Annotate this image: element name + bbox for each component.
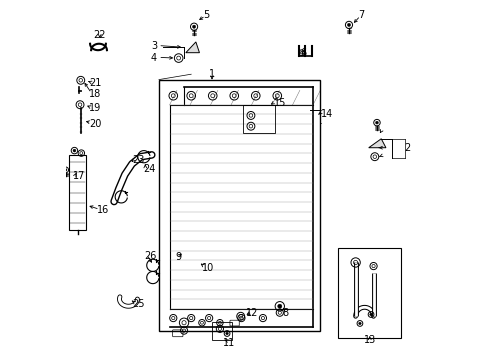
Polygon shape [186, 42, 199, 53]
Bar [212, 321, 232, 339]
Text: 16: 16 [97, 206, 109, 216]
Text: 1: 1 [209, 69, 215, 79]
Text: 17: 17 [73, 171, 85, 181]
Text: 26: 26 [144, 251, 156, 261]
Bar [69, 155, 87, 230]
Bar [243, 105, 275, 134]
Text: 21: 21 [89, 78, 101, 88]
Text: 6: 6 [300, 48, 307, 58]
Text: 2: 2 [405, 143, 411, 153]
Text: 10: 10 [202, 263, 214, 273]
Circle shape [193, 25, 196, 28]
Text: 18: 18 [89, 89, 101, 99]
Text: 3: 3 [151, 41, 157, 50]
Text: 15: 15 [274, 98, 286, 108]
Circle shape [359, 322, 361, 325]
Text: 23: 23 [132, 155, 145, 165]
Bar [159, 80, 320, 330]
Text: 7: 7 [358, 10, 364, 20]
Circle shape [226, 332, 228, 335]
Circle shape [73, 149, 76, 152]
Circle shape [375, 121, 378, 124]
Polygon shape [368, 139, 386, 148]
Bar [338, 248, 401, 338]
Circle shape [370, 313, 372, 316]
Text: 12: 12 [246, 308, 258, 318]
Text: 5: 5 [203, 10, 210, 20]
Circle shape [347, 23, 351, 27]
Text: 4: 4 [151, 53, 157, 63]
Circle shape [64, 168, 67, 171]
Text: 11: 11 [223, 338, 235, 348]
Text: 13: 13 [364, 334, 376, 345]
Text: 25: 25 [132, 299, 145, 309]
Text: 19: 19 [89, 103, 101, 113]
Circle shape [278, 304, 282, 308]
Text: 22: 22 [94, 30, 106, 40]
Text: 9: 9 [175, 252, 181, 262]
Text: 8: 8 [283, 308, 289, 318]
Text: 20: 20 [89, 120, 101, 129]
Text: 14: 14 [321, 109, 333, 119]
Text: 24: 24 [143, 164, 155, 174]
